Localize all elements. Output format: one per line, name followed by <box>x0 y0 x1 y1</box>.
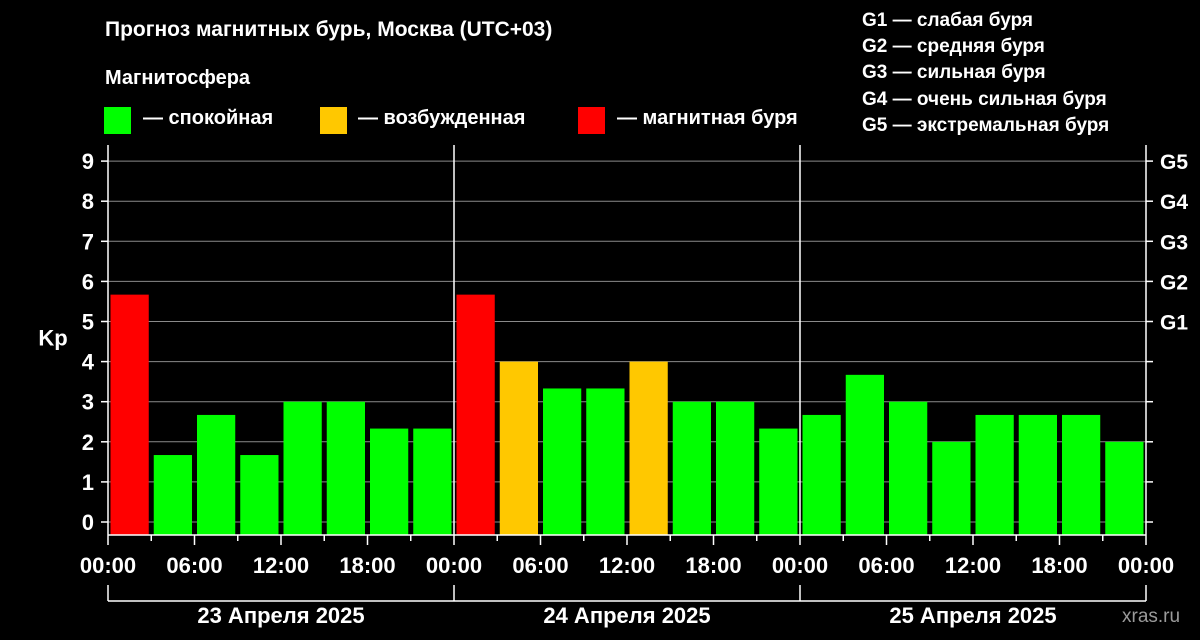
legend-title: Магнитосфера <box>105 67 251 89</box>
right-axis-label-g2: G2 <box>1160 271 1188 294</box>
y-tick-label-5: 5 <box>82 310 94 335</box>
chart-title: Прогноз магнитных бурь, Москва (UTC+03) <box>105 18 553 41</box>
y-tick-label-3: 3 <box>82 390 94 415</box>
x-tick-label-4: 00:00 <box>426 553 482 578</box>
bars-layer <box>110 294 1144 535</box>
day-label-1: 24 Апреля 2025 <box>543 603 710 628</box>
bar-23 <box>1105 441 1144 535</box>
g-scale-item-g3: G3 — сильная буря <box>862 62 1046 83</box>
bar-11 <box>586 388 625 535</box>
x-tick-label-9: 06:00 <box>858 553 914 578</box>
axes-layer <box>101 145 1153 602</box>
bar-2 <box>197 414 236 535</box>
right-axis-label-g5: G5 <box>1160 151 1188 174</box>
y-tick-label-9: 9 <box>82 149 94 174</box>
y-tick-label-0: 0 <box>82 510 94 535</box>
bar-15 <box>759 428 798 535</box>
bar-6 <box>370 428 409 535</box>
bar-7 <box>413 428 452 535</box>
bar-0 <box>110 294 149 535</box>
bar-18 <box>889 401 928 535</box>
day-label-2: 25 Апреля 2025 <box>889 603 1056 628</box>
bar-19 <box>932 441 971 535</box>
x-tick-label-10: 12:00 <box>945 553 1001 578</box>
y-tick-label-2: 2 <box>82 430 94 455</box>
bar-3 <box>240 455 279 535</box>
y-tick-label-4: 4 <box>82 350 95 375</box>
bar-17 <box>845 374 884 535</box>
right-axis-label-g4: G4 <box>1160 191 1188 214</box>
g-scale-item-g1: G1 — слабая буря <box>862 10 1034 31</box>
g-scale-item-g2: G2 — средняя буря <box>862 36 1045 57</box>
watermark: xras.ru <box>1122 606 1181 627</box>
g-scale-item-g4: G4 — очень сильная буря <box>862 89 1107 110</box>
x-tick-label-0: 00:00 <box>80 553 136 578</box>
legend-swatch-active <box>320 107 347 134</box>
x-tick-label-7: 18:00 <box>685 553 741 578</box>
bar-8 <box>456 294 495 535</box>
legend-label-quiet: — спокойная <box>143 107 274 129</box>
bar-20 <box>975 414 1014 535</box>
y-axis-title: Kp <box>38 326 67 351</box>
bar-1 <box>153 455 192 535</box>
bar-22 <box>1062 414 1101 535</box>
right-axis-label-g3: G3 <box>1160 231 1188 254</box>
y-tick-label-6: 6 <box>82 269 94 294</box>
g-scale-item-g5: G5 — экстремальная буря <box>862 115 1110 136</box>
bar-14 <box>716 401 755 535</box>
day-label-0: 23 Апреля 2025 <box>197 603 364 628</box>
legend-swatch-quiet <box>104 107 131 134</box>
y-tick-label-1: 1 <box>82 470 94 495</box>
bar-4 <box>283 401 322 535</box>
y-tick-label-8: 8 <box>82 189 94 214</box>
y-tick-label-7: 7 <box>82 229 94 254</box>
bar-9 <box>499 361 538 535</box>
x-tick-label-1: 06:00 <box>166 553 222 578</box>
bar-5 <box>326 401 365 535</box>
grid-layer <box>108 160 1146 523</box>
x-tick-label-3: 18:00 <box>339 553 395 578</box>
x-tick-label-12: 00:00 <box>1118 553 1174 578</box>
bar-13 <box>672 401 711 535</box>
x-tick-label-8: 00:00 <box>772 553 828 578</box>
right-axis-label-g1: G1 <box>1160 312 1188 335</box>
x-tick-label-11: 18:00 <box>1031 553 1087 578</box>
labels-layer: 0 1 2 3 4 5 6 7 8 9 G1 G2 G3 G4 G5 Kp 00:00 06:00 12:00 18:… <box>38 149 1188 628</box>
legend-swatch-storm <box>578 107 605 134</box>
legend-label-storm: — магнитная буря <box>617 107 798 129</box>
bar-12 <box>629 361 668 535</box>
legend-label-active: — возбужденная <box>358 107 526 129</box>
bar-21 <box>1018 414 1057 535</box>
x-tick-label-2: 12:00 <box>253 553 309 578</box>
bar-10 <box>543 388 582 535</box>
bar-16 <box>802 414 841 535</box>
x-tick-label-6: 12:00 <box>599 553 655 578</box>
x-tick-label-5: 06:00 <box>512 553 568 578</box>
